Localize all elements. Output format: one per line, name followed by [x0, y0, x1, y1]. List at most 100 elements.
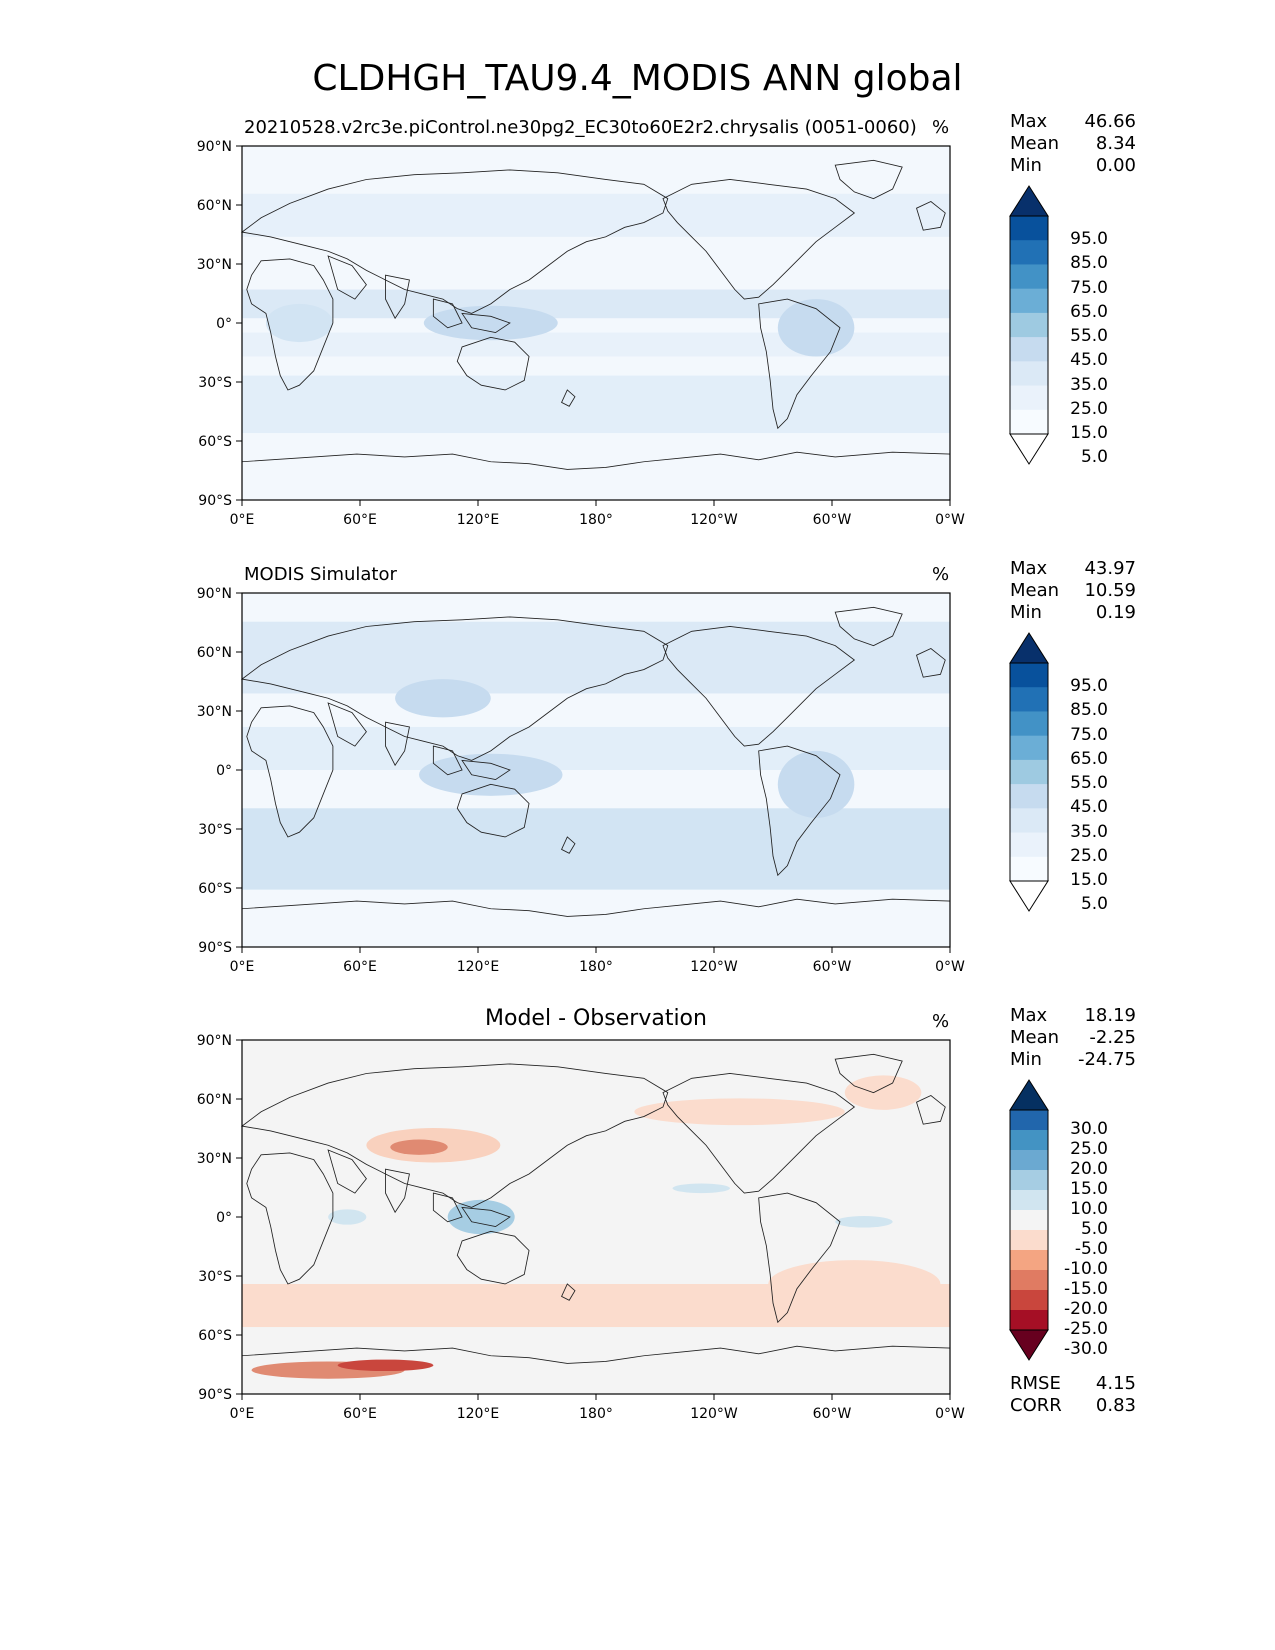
lon-tick-label: 60°W: [813, 1406, 852, 1422]
lat-tick-label: 90°S: [198, 493, 232, 509]
colorbar-segment: [1010, 663, 1048, 688]
colorbar-tick-label: 85.0: [1070, 700, 1108, 721]
stats-difference: Max 18.19 Mean -2.25 Min -24.75: [1010, 1005, 1136, 1071]
colorbar-extend-min: [1009, 880, 1049, 912]
colorbar-segment: [1010, 409, 1048, 435]
lon-tick-label: 0°E: [230, 512, 255, 528]
lat-tick-label: 30°S: [198, 1269, 232, 1285]
stat-max: Max 43.97: [1010, 558, 1136, 579]
lat-tick-label: 30°N: [197, 704, 232, 720]
colorbar-tick-label: 45.0: [1070, 797, 1108, 818]
colorbar-segment: [1010, 1150, 1048, 1171]
colorbar-tick-label: 15.0: [1070, 423, 1108, 443]
stat-mean: Mean 8.34: [1010, 133, 1136, 154]
panel-title-reference: MODIS Simulator: [244, 564, 397, 585]
colorbar-extend-min: [1009, 1329, 1049, 1361]
colorbar-segment: [1010, 759, 1048, 785]
colorbar-tick-label: 5.0: [1080, 1219, 1108, 1239]
lon-tick-label: 180°: [579, 1406, 613, 1422]
colorbar-segment: [1010, 1210, 1048, 1231]
colorbar-tick-label: 5.0: [1080, 894, 1108, 915]
colorbar-tick-label: 15.0: [1070, 870, 1108, 890]
map-panel-reference: [241, 592, 951, 948]
stat-max: Max 18.19: [1010, 1005, 1136, 1026]
colorbar-segment: [1010, 1110, 1048, 1131]
lon-tick-label: 0°W: [935, 1406, 965, 1422]
colorbar-tick-label: 45.0: [1070, 350, 1108, 371]
colorbar-tick-label: 25.0: [1070, 398, 1108, 419]
lat-tick-label: 30°S: [198, 375, 232, 391]
lat-tick-label: 30°N: [197, 257, 232, 273]
lat-tick-label: 60°S: [198, 434, 232, 450]
lon-tick-label: 120°W: [690, 959, 738, 975]
colorbar-tick-label: -25.0: [1064, 1319, 1108, 1339]
lat-tick-label: 60°N: [197, 645, 232, 661]
colorbar-extend-max: [1009, 1079, 1049, 1111]
colorbar-segment: [1010, 735, 1048, 761]
lon-tick-label: 60°W: [813, 512, 852, 528]
figure-title: CLDHGH_TAU9.4_MODIS ANN global: [312, 58, 963, 99]
colorbar-segment: [1010, 1310, 1048, 1331]
colorbar-segment: [1010, 385, 1048, 411]
lat-tick-label: 30°S: [198, 822, 232, 838]
colorbar-tick-label: -20.0: [1064, 1299, 1108, 1319]
lon-tick-label: 0°E: [230, 1406, 255, 1422]
lon-tick-label: 120°E: [457, 959, 500, 975]
lat-tick-label: 90°N: [197, 139, 232, 155]
colorbar-tick-label: 20.0: [1070, 1159, 1108, 1179]
colorbar-segment: [1010, 1130, 1048, 1151]
colorbar-tick-label: 75.0: [1070, 277, 1108, 298]
stat-mean: Mean -2.25: [1010, 1027, 1136, 1048]
stat-max: Max 46.66: [1010, 111, 1136, 132]
lon-tick-label: 120°E: [457, 1406, 500, 1422]
lat-tick-label: 90°N: [197, 1033, 232, 1049]
lat-tick-label: 90°S: [198, 940, 232, 956]
map-panel-difference: [241, 1039, 951, 1395]
panel-title-test: 20210528.v2rc3e.piControl.ne30pg2_EC30to…: [244, 117, 917, 138]
stat-min: Min 0.00: [1010, 155, 1136, 176]
panel-title-difference: Model - Observation: [485, 1006, 707, 1031]
colorbar-frame: [1009, 662, 1049, 882]
colorbar-tick-label: 55.0: [1070, 326, 1108, 347]
colorbar-tick-label: 95.0: [1070, 229, 1108, 250]
colorbar-tick-label: 25.0: [1070, 1139, 1108, 1159]
stats-reference: Max 43.97 Mean 10.59 Min 0.19: [1010, 558, 1136, 624]
lon-tick-label: 180°: [579, 959, 613, 975]
lat-tick-label: 60°N: [197, 198, 232, 214]
lat-tick-label: 60°S: [198, 1328, 232, 1344]
colorbar-frame: [1009, 1109, 1049, 1331]
units-label-difference: %: [932, 1011, 950, 1032]
colorbar-segment: [1010, 856, 1048, 882]
colorbar-segment: [1010, 1170, 1048, 1191]
colorbar-tick-label: -30.0: [1064, 1339, 1108, 1359]
colorbar-tick-label: 25.0: [1070, 845, 1108, 866]
stat-rmse: RMSE 4.15: [1010, 1373, 1136, 1394]
colorbar-segment: [1010, 1250, 1048, 1271]
stats-difference-extra: RMSE 4.15 CORR 0.83: [1010, 1373, 1136, 1417]
lon-tick-label: 60°E: [343, 1406, 377, 1422]
lat-tick-label: 0°: [216, 1210, 232, 1226]
colorbar-tick-label: 15.0: [1070, 1179, 1108, 1199]
lat-tick-label: 0°: [216, 316, 232, 332]
colorbar-segment: [1010, 832, 1048, 858]
lat-tick-label: 60°N: [197, 1092, 232, 1108]
colorbar-segment: [1010, 312, 1048, 338]
colorbar-segment: [1010, 784, 1048, 809]
lon-tick-label: 60°E: [343, 959, 377, 975]
stats-test: Max 46.66 Mean 8.34 Min 0.00: [1010, 111, 1136, 177]
colorbar-tick-label: -5.0: [1074, 1239, 1108, 1259]
colorbar-tick-label: -10.0: [1064, 1259, 1108, 1279]
colorbar-tick-label: -15.0: [1064, 1279, 1108, 1299]
lon-tick-label: 0°W: [935, 512, 965, 528]
lon-tick-label: 120°E: [457, 512, 500, 528]
colorbar-segment: [1010, 361, 1048, 387]
lon-tick-label: 120°W: [690, 512, 738, 528]
lon-tick-label: 0°E: [230, 959, 255, 975]
colorbar-tick-label: 65.0: [1070, 301, 1108, 322]
colorbar-extend-max: [1009, 185, 1049, 217]
colorbar-segment: [1010, 1290, 1048, 1311]
colorbar-segment: [1010, 1230, 1048, 1251]
stat-min: Min 0.19: [1010, 602, 1136, 623]
colorbar-segment: [1010, 288, 1048, 314]
